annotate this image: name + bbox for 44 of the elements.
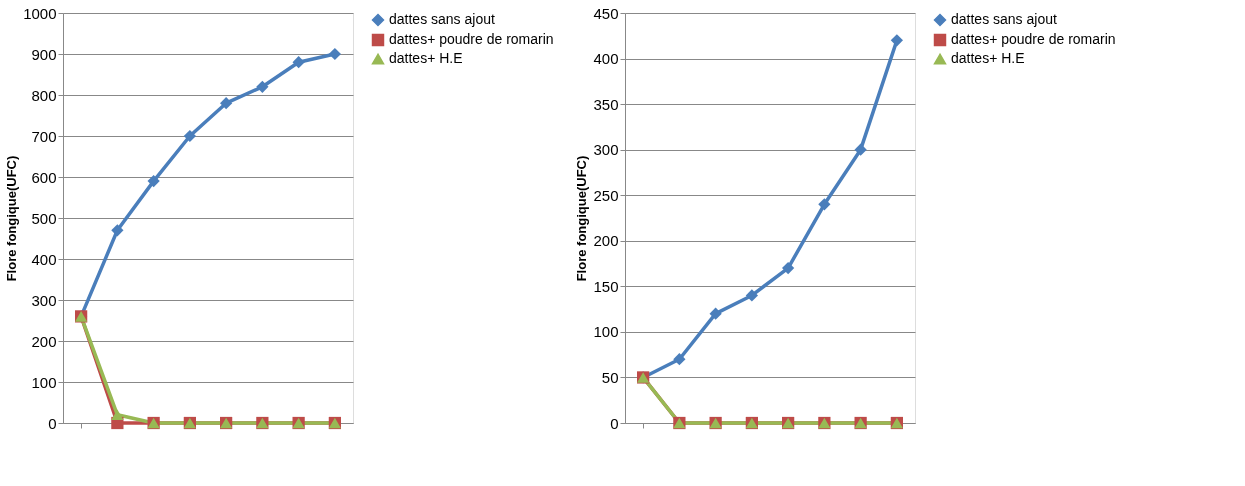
legend-label: dattes+ poudre de romarin	[951, 31, 1116, 47]
y-tick-label: 700	[31, 127, 57, 145]
legend-label: dattes+ H.E	[389, 50, 463, 66]
y-tick-label: 200	[593, 232, 619, 250]
point	[709, 307, 722, 320]
y-axis-title: Flore fongique(UFC)	[574, 155, 590, 282]
y-tick-label: 300	[593, 141, 619, 159]
y-tick-label: 350	[593, 95, 619, 113]
y-tick-label: 0	[610, 414, 619, 432]
point	[256, 80, 269, 93]
point	[328, 47, 341, 61]
point	[111, 409, 124, 421]
point	[147, 174, 160, 188]
point	[890, 34, 903, 47]
point	[818, 198, 831, 211]
y-tick-label: 300	[31, 291, 57, 309]
point	[183, 129, 196, 143]
y-tick-label: 100	[593, 323, 619, 341]
point	[292, 56, 305, 69]
legend-label: dattes+ H.E	[951, 50, 1025, 66]
point	[745, 289, 758, 302]
y-tick-label: 50	[601, 368, 619, 386]
legend-label: dattes sans ajout	[389, 11, 495, 27]
y-tick-label: 250	[593, 186, 619, 204]
point	[673, 353, 686, 366]
point	[782, 261, 795, 275]
y-tick-label: 100	[31, 373, 57, 391]
point	[111, 224, 124, 237]
legend-label: dattes+ poudre de romarin	[389, 31, 554, 47]
y-tick-label: 1000	[23, 4, 57, 22]
y-tick-label: 500	[31, 209, 57, 227]
y-tick-label: 200	[31, 332, 57, 350]
y-tick-label: 900	[31, 45, 57, 63]
y-tick-label: 800	[31, 86, 57, 104]
y-tick-label: 600	[31, 168, 57, 186]
point	[854, 143, 867, 156]
point	[220, 97, 233, 110]
legend-label: dattes sans ajout	[951, 11, 1057, 27]
y-tick-label: 150	[593, 277, 619, 295]
y-tick-label: 400	[593, 50, 619, 68]
y-tick-label: 0	[48, 414, 57, 432]
y-axis-title: Flore fongique(UFC)	[4, 155, 20, 282]
y-tick-label: 450	[593, 4, 619, 22]
y-tick-label: 400	[31, 250, 57, 268]
